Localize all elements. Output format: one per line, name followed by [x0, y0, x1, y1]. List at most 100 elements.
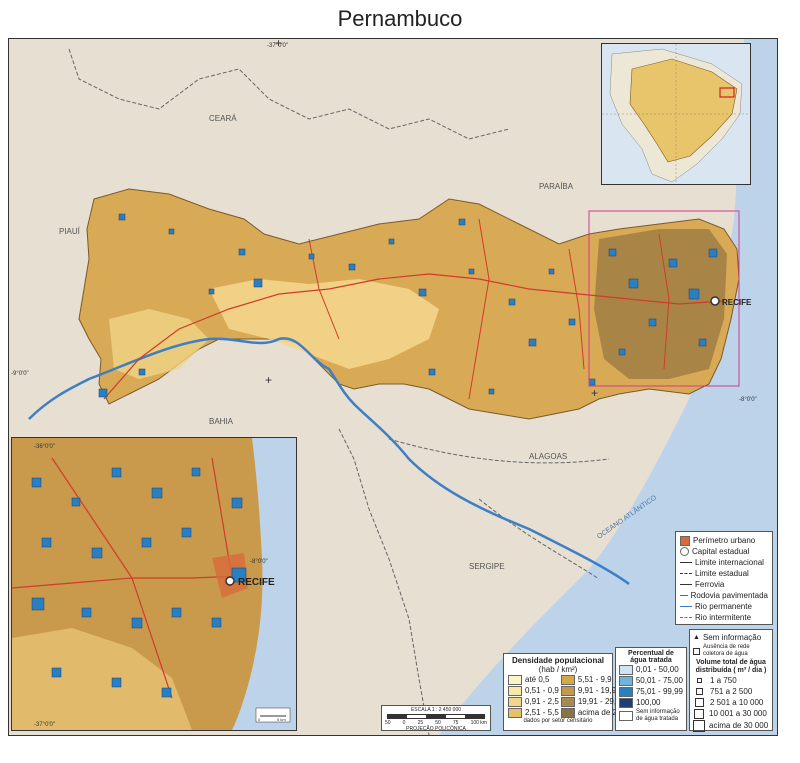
- legend-row: 0,51 - 0,9: [508, 685, 559, 696]
- density-swatch: [508, 685, 522, 696]
- legend-label: Limite estadual: [695, 569, 749, 578]
- legend-row: 751 a 2 500: [693, 686, 769, 697]
- capital-marker[interactable]: [710, 296, 720, 306]
- region-label-alagoas: ALAGOAS: [529, 452, 567, 461]
- legend-row: até 0,5: [508, 674, 559, 685]
- triangle-icon: ▲: [693, 634, 700, 641]
- capital-circle-icon: [680, 547, 689, 556]
- legend-row: acima de 29,9: [560, 707, 629, 718]
- legend-row: 0,01 - 50,00: [619, 664, 683, 675]
- legend-row: 5,51 - 9,9: [560, 674, 628, 685]
- legend-row: 10 001 a 30 000: [693, 708, 769, 719]
- legend-label: até 0,5: [525, 675, 550, 684]
- legend-density-unit: (hab / km²): [538, 665, 578, 674]
- legend-density-title: Densidade populacional: [511, 656, 604, 665]
- region-label-piaui: PIAUÍ: [59, 227, 81, 236]
- brazil-land: [629, 58, 738, 163]
- detail-map: RECIFE -36°0'0" -8°0'0" -37°0'0" 0 5 km: [11, 438, 291, 730]
- legend-row: Ferrovia: [680, 579, 768, 590]
- legend-label: Rio intermitente: [695, 613, 752, 622]
- high-density-zone-east: [594, 229, 727, 379]
- density-swatch: [508, 707, 522, 718]
- legend-label: 75,01 - 99,99: [635, 687, 683, 696]
- detail-scale-tick: 5 km: [277, 717, 286, 722]
- legend-row: Rodovia pavimentada: [680, 590, 768, 601]
- blue-line-icon: [680, 606, 692, 607]
- map-canvas[interactable]: RECIFE CEARÁ PARAÍBA PIAUÍ BAHIA ALAGOAS…: [9, 39, 777, 735]
- scale-ticks: 50 0 25 50 75 100 km: [385, 720, 487, 726]
- legend-label: Ferrovia: [695, 580, 725, 589]
- legend-label: Sem informação: [702, 633, 762, 642]
- water-pct-swatch: [619, 675, 633, 686]
- legend-label: acima de 30 000: [709, 721, 769, 730]
- legend-label: acima de 29,9: [577, 708, 629, 717]
- legend-label: 5,51 - 9,9: [577, 675, 612, 684]
- legend-label: Limite internacional: [695, 558, 764, 567]
- legend-features: Perímetro urbano Capital estadual Limite…: [675, 531, 773, 625]
- legend-label: 19,91 - 29,9: [577, 697, 621, 706]
- legend-row: 2 501 a 10 000: [693, 697, 769, 708]
- volume-square-icon: [693, 719, 705, 732]
- legend-density-note: dados por setor censitário: [523, 718, 593, 724]
- legend-water-percent: Percentual de água tratada 0,01 - 50,00 …: [615, 647, 687, 731]
- legend-water-pct-title: Percentual de água tratada: [628, 650, 674, 664]
- legend-label: Rodovia pavimentada: [690, 591, 768, 600]
- water-squares: [98, 213, 718, 398]
- scale-label: ESCALA 1 : 2 450 000: [410, 707, 462, 713]
- brazil-locator-inset[interactable]: [601, 43, 751, 185]
- sao-francisco-river: [28, 337, 630, 586]
- detail-urban: [212, 553, 248, 598]
- legend-label: 751 a 2 500: [710, 687, 753, 696]
- detail-graticule-bottom: -37°0'0": [34, 722, 55, 728]
- region-label-bahia: BAHIA: [209, 417, 234, 426]
- legend-row: Rio intermitente: [680, 612, 768, 623]
- legend-label: 50,01 - 75,00: [635, 676, 683, 685]
- state-border-alagoas: [388, 438, 610, 580]
- density-swatch: [560, 674, 575, 685]
- detail-low-density: [12, 628, 192, 730]
- railway-icon: [680, 584, 692, 585]
- legend-label: 100,00: [636, 698, 661, 707]
- legend-density: Densidade populacional (hab / km²) até 0…: [503, 653, 628, 731]
- water-pct-swatch: [619, 664, 633, 675]
- inset-extent-box: [588, 210, 740, 387]
- brazil-locator-map: [602, 44, 750, 184]
- line-icon: [680, 573, 692, 574]
- volume-square-icon: [696, 688, 703, 695]
- legend-label: Perímetro urbano: [693, 536, 756, 545]
- map-frame[interactable]: RECIFE CEARÁ PARAÍBA PIAUÍ BAHIA ALAGOAS…: [8, 38, 778, 736]
- legend-row: 100,00: [619, 697, 683, 708]
- volume-square-icon: [697, 678, 702, 683]
- detail-capital-label: RECIFE: [238, 577, 275, 588]
- graticule-right: -8°0'0": [739, 397, 757, 403]
- legend-water-volume-title: Volume total de água distribuída ( m³ / …: [695, 659, 767, 674]
- graticule-cross: +: [265, 373, 272, 387]
- scale-tick: 75: [452, 720, 459, 726]
- recife-detail-inset[interactable]: RECIFE -36°0'0" -8°0'0" -37°0'0" 0 5 km: [11, 437, 297, 731]
- region-label-ceara: CEARÁ: [209, 114, 237, 123]
- scale-tick: 25: [417, 720, 424, 726]
- legend-row: Limite estadual: [680, 568, 768, 579]
- graticule-cross: +: [275, 39, 282, 50]
- legend-row: 0,91 - 2,5: [508, 696, 559, 707]
- detail-water-squares: [31, 467, 247, 698]
- detail-scale-box: [255, 707, 291, 723]
- legend-row: Capital estadual: [680, 546, 768, 557]
- density-swatch: [508, 674, 522, 685]
- legend-row: Ausência de rede coletora de água: [693, 643, 769, 659]
- legend-row: Rio permanente: [680, 601, 768, 612]
- legend-label: Sem informação de água tratada: [636, 709, 680, 722]
- state-border-bahia: [338, 428, 430, 735]
- density-swatch: [560, 685, 575, 696]
- locator-highlight: [719, 87, 735, 98]
- legend-label: Rio permanente: [695, 602, 752, 611]
- scale-tick: 100 km: [470, 720, 487, 726]
- density-swatch: [560, 707, 575, 718]
- legend-water-volume: ▲ Sem informação Ausência de rede coletor…: [689, 629, 773, 732]
- water-pct-swatch: [619, 686, 633, 697]
- legend-label: 0,51 - 0,9: [525, 686, 559, 695]
- scale-tick: 50: [385, 720, 391, 726]
- legend-row: 9,91 - 19,9: [560, 685, 628, 696]
- graticule-cross: +: [591, 386, 598, 400]
- map-title: Pernambuco: [337, 6, 463, 31]
